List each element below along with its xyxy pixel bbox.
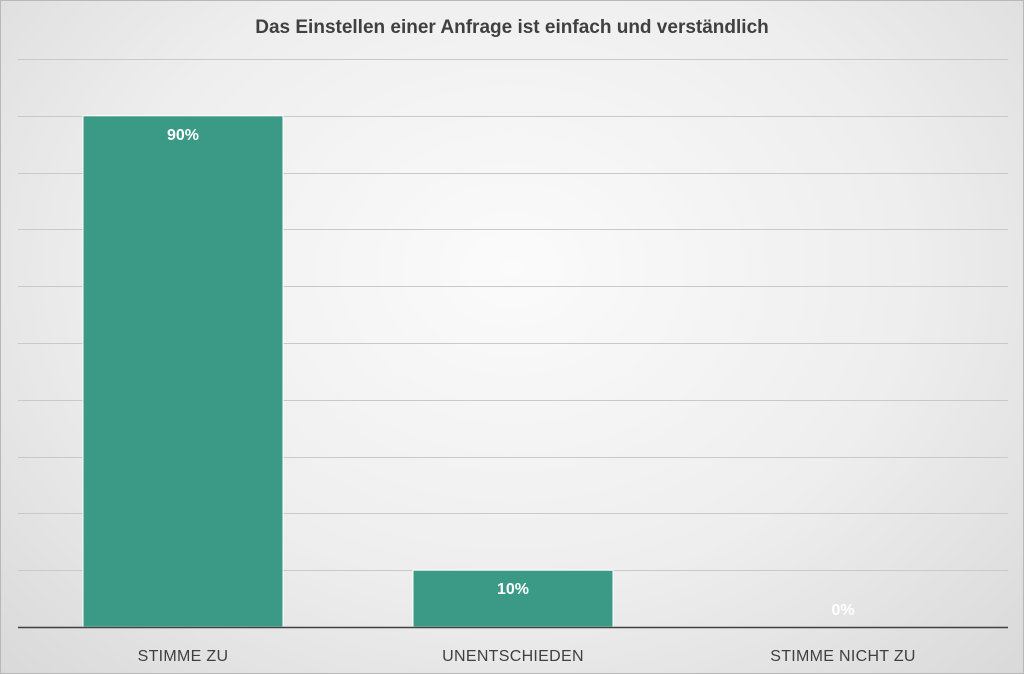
bars	[82, 115, 614, 628]
x-tick-labels: STIMME ZU UNENTSCHIEDEN STIMME NICHT ZU	[138, 648, 916, 665]
data-label: 0%	[831, 602, 854, 619]
x-tick-label: STIMME NICHT ZU	[770, 648, 916, 665]
data-label: 10%	[497, 581, 529, 598]
bar	[412, 569, 614, 628]
bar	[82, 115, 284, 628]
data-label: 90%	[167, 127, 199, 144]
data-labels: 90% 10% 0%	[167, 127, 855, 619]
x-tick-label: UNENTSCHIEDEN	[442, 648, 584, 665]
chart-title: Das Einstellen einer Anfrage ist einfach…	[255, 17, 769, 38]
x-tick-label: STIMME ZU	[138, 648, 229, 665]
